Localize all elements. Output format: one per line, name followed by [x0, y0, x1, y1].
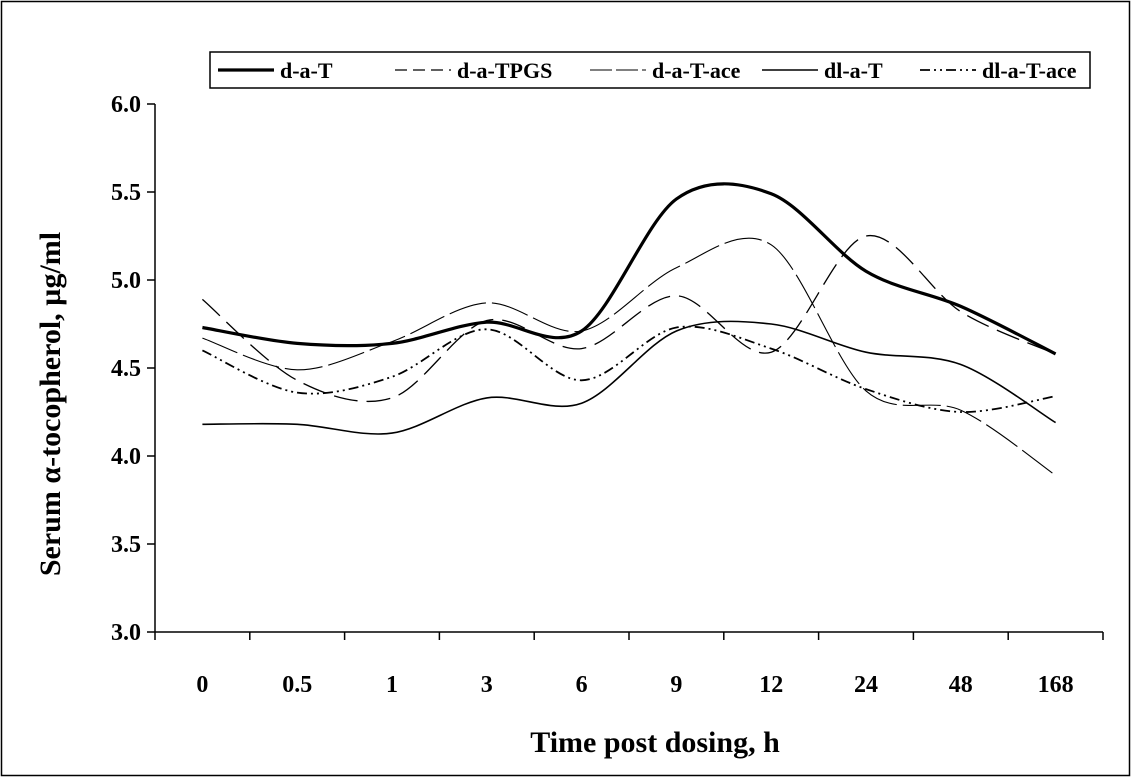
x-tick-label: 12	[759, 672, 783, 698]
y-tick-label: 4.0	[111, 444, 141, 470]
y-axis: 3.0 3.5 4.0 4.5 5.0 5.5 6.0	[111, 92, 156, 646]
series-lines	[201, 182, 1057, 476]
y-tick-label: 3.5	[111, 532, 141, 558]
x-axis-title: Time post dosing, h	[530, 726, 780, 759]
series-line-dl-a-t	[202, 320, 1057, 435]
legend-label-dl-a-t: dl-a-T	[824, 58, 883, 83]
legend-box	[209, 51, 1091, 89]
y-tick-label: 6.0	[111, 92, 141, 118]
x-tick-label: 168	[1038, 672, 1074, 698]
x-tick-label: 1	[386, 672, 398, 698]
x-tick-label: 6	[576, 672, 588, 698]
x-axis: 0 0.5 1 3 6 9 12 24 48 168	[154, 631, 1104, 698]
series-line-d-a-t	[202, 182, 1057, 356]
x-tick-label: 48	[949, 672, 973, 698]
y-axis-title: Serum α-tocopherol, µg/ml	[34, 232, 67, 576]
y-tick-label: 3.0	[111, 620, 141, 646]
x-tick-label: 0	[196, 672, 208, 698]
legend-label-d-a-tpgs: d-a-TPGS	[457, 58, 552, 83]
legend: d-a-T d-a-TPGS d-a-T-ace dl-a-T dl-a-T-ace	[209, 51, 1091, 89]
y-tick-label: 5.0	[111, 268, 141, 294]
series-line-d-a-tpgs	[201, 235, 1056, 403]
legend-label-d-a-t-ace: d-a-T-ace	[652, 58, 741, 83]
y-tick-label: 5.5	[111, 180, 141, 206]
x-tick-label: 0.5	[282, 672, 312, 698]
x-tick-label: 24	[854, 672, 878, 698]
series-line-d-a-t-ace	[202, 237, 1056, 476]
legend-label-d-a-t: d-a-T	[280, 58, 333, 83]
y-tick-label: 4.5	[111, 356, 141, 382]
x-tick-label: 9	[670, 672, 682, 698]
x-tick-label: 3	[481, 672, 493, 698]
legend-label-dl-a-t-ace: dl-a-T-ace	[982, 58, 1077, 83]
